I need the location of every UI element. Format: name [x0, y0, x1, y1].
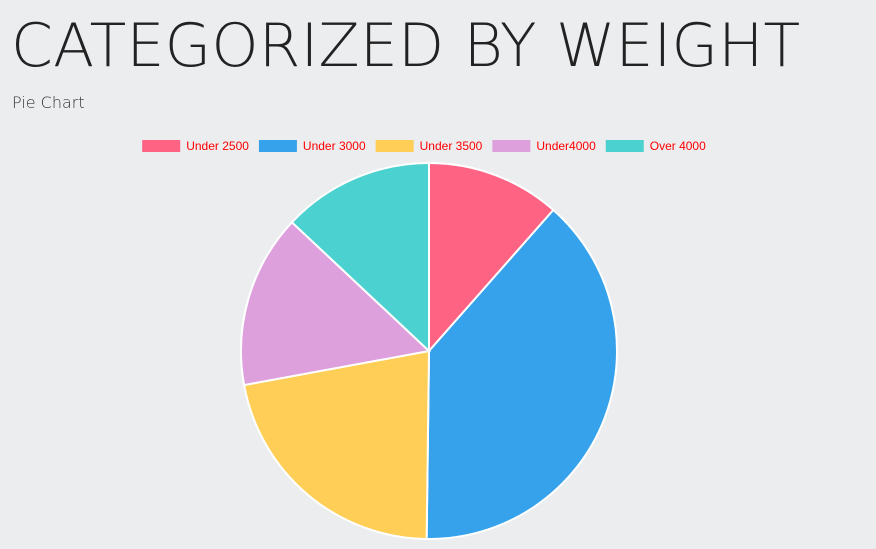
legend-item-under-2500[interactable]: Under 2500	[142, 139, 249, 153]
legend-swatch	[492, 140, 531, 152]
legend-label: Over 4000	[650, 139, 706, 153]
legend-label: Under 3500	[420, 139, 483, 153]
legend-swatch	[605, 140, 644, 152]
legend-item-over-4000[interactable]: Over 4000	[605, 139, 706, 153]
pie-slice-under4000[interactable]	[240, 220, 432, 387]
pie-slices	[240, 161, 618, 540]
legend-item-under4000[interactable]: Under4000	[492, 139, 596, 153]
legend-label: Under 2500	[186, 139, 249, 153]
legend-swatch	[142, 140, 181, 152]
legend-swatch	[258, 140, 297, 152]
legend-swatch	[375, 140, 414, 152]
legend-label: Under4000	[536, 139, 596, 153]
legend-label: Under 3000	[303, 139, 366, 153]
page-subtitle: Pie Chart	[12, 93, 85, 112]
page-title: CATEGORIZED BY WEIGHT	[11, 11, 801, 81]
pie-slice-under-3500[interactable]	[242, 349, 431, 540]
legend-item-under-3500[interactable]: Under 3500	[375, 139, 483, 153]
pie-slice-over-4000[interactable]	[290, 161, 430, 354]
pie-slice-under-2500[interactable]	[428, 161, 555, 354]
chart-legend: Under 2500 Under 3000 Under 3500 Under4000 O…	[142, 139, 706, 153]
pie-slice-under-3000[interactable]	[425, 208, 618, 540]
legend-item-under-3000[interactable]: Under 3000	[258, 139, 366, 153]
